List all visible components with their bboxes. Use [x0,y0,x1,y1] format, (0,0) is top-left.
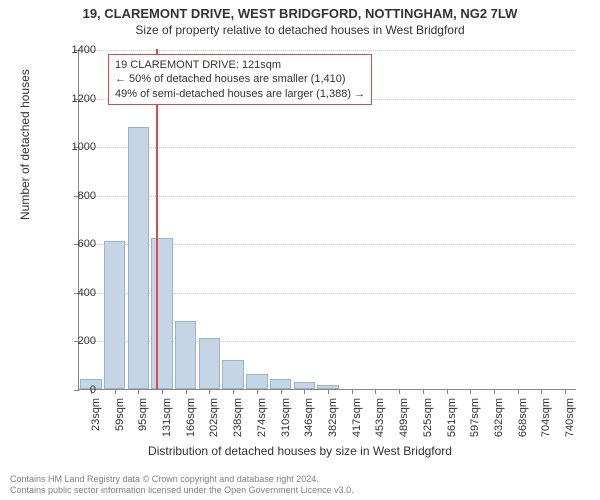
histogram-bar [246,374,267,389]
xtick-mark [209,389,210,394]
footer: Contains HM Land Registry data © Crown c… [10,474,354,496]
xtick-label: 131sqm [161,398,173,438]
xtick-mark [162,389,163,394]
xtick-mark [115,389,116,394]
ytick-label: 1200 [56,93,96,105]
xtick-label: 346sqm [303,398,315,438]
xtick-label: 704sqm [540,398,552,438]
ytick-label: 400 [56,287,96,299]
xtick-label: 632sqm [493,398,505,438]
chart-container: 19, CLAREMONT DRIVE, WEST BRIDGFORD, NOT… [0,0,600,500]
histogram-bar [294,382,315,389]
xtick-mark [470,389,471,394]
xtick-mark [281,389,282,394]
footer-line-1: Contains HM Land Registry data © Crown c… [10,474,354,485]
xtick-mark [518,389,519,394]
xtick-label: 202sqm [208,398,220,438]
xtick-label: 382sqm [327,398,339,438]
gridline [79,196,576,197]
xtick-label: 561sqm [446,398,458,438]
xtick-mark [447,389,448,394]
gridline [79,50,576,51]
ytick-label: 600 [56,238,96,250]
xtick-label: 59sqm [114,398,126,438]
title-main: 19, CLAREMONT DRIVE, WEST BRIDGFORD, NOT… [0,0,600,21]
xtick-label: 668sqm [517,398,529,438]
xtick-mark [138,389,139,394]
x-axis-label: Distribution of detached houses by size … [0,444,600,458]
ytick-label: 800 [56,190,96,202]
xtick-mark [423,389,424,394]
xtick-mark [186,389,187,394]
xtick-mark [494,389,495,394]
xtick-mark [257,389,258,394]
xtick-label: 310sqm [280,398,292,438]
gridline [79,147,576,148]
xtick-mark [233,389,234,394]
xtick-label: 166sqm [185,398,197,438]
info-line-2: ← 50% of detached houses are smaller (1,… [115,72,365,86]
xtick-label: 453sqm [374,398,386,438]
xtick-label: 417sqm [351,398,363,438]
histogram-bar [151,238,172,389]
xtick-label: 95sqm [137,398,149,438]
xtick-label: 274sqm [256,398,268,438]
xtick-label: 740sqm [564,398,576,438]
xtick-label: 23sqm [90,398,102,438]
info-box: 19 CLAREMONT DRIVE: 121sqm ← 50% of deta… [108,54,372,105]
xtick-mark [375,389,376,394]
info-line-1: 19 CLAREMONT DRIVE: 121sqm [115,58,365,72]
footer-line-2: Contains public sector information licen… [10,485,354,496]
xtick-mark [399,389,400,394]
ytick-label: 0 [56,384,96,396]
xtick-mark [565,389,566,394]
ytick-label: 1000 [56,141,96,153]
info-line-3: 49% of semi-detached houses are larger (… [115,87,365,101]
xtick-mark [352,389,353,394]
xtick-mark [304,389,305,394]
histogram-bar [104,241,125,389]
xtick-label: 525sqm [422,398,434,438]
xtick-label: 238sqm [232,398,244,438]
ytick-label: 200 [56,335,96,347]
histogram-bar [270,379,291,389]
xtick-label: 489sqm [398,398,410,438]
histogram-bar [128,127,149,389]
ytick-label: 1400 [56,44,96,56]
xtick-mark [541,389,542,394]
histogram-bar [222,360,243,389]
xtick-mark [328,389,329,394]
histogram-bar [175,321,196,389]
title-sub: Size of property relative to detached ho… [0,21,600,37]
histogram-bar [199,338,220,389]
xtick-label: 597sqm [469,398,481,438]
y-axis-label: Number of detached houses [18,69,32,220]
